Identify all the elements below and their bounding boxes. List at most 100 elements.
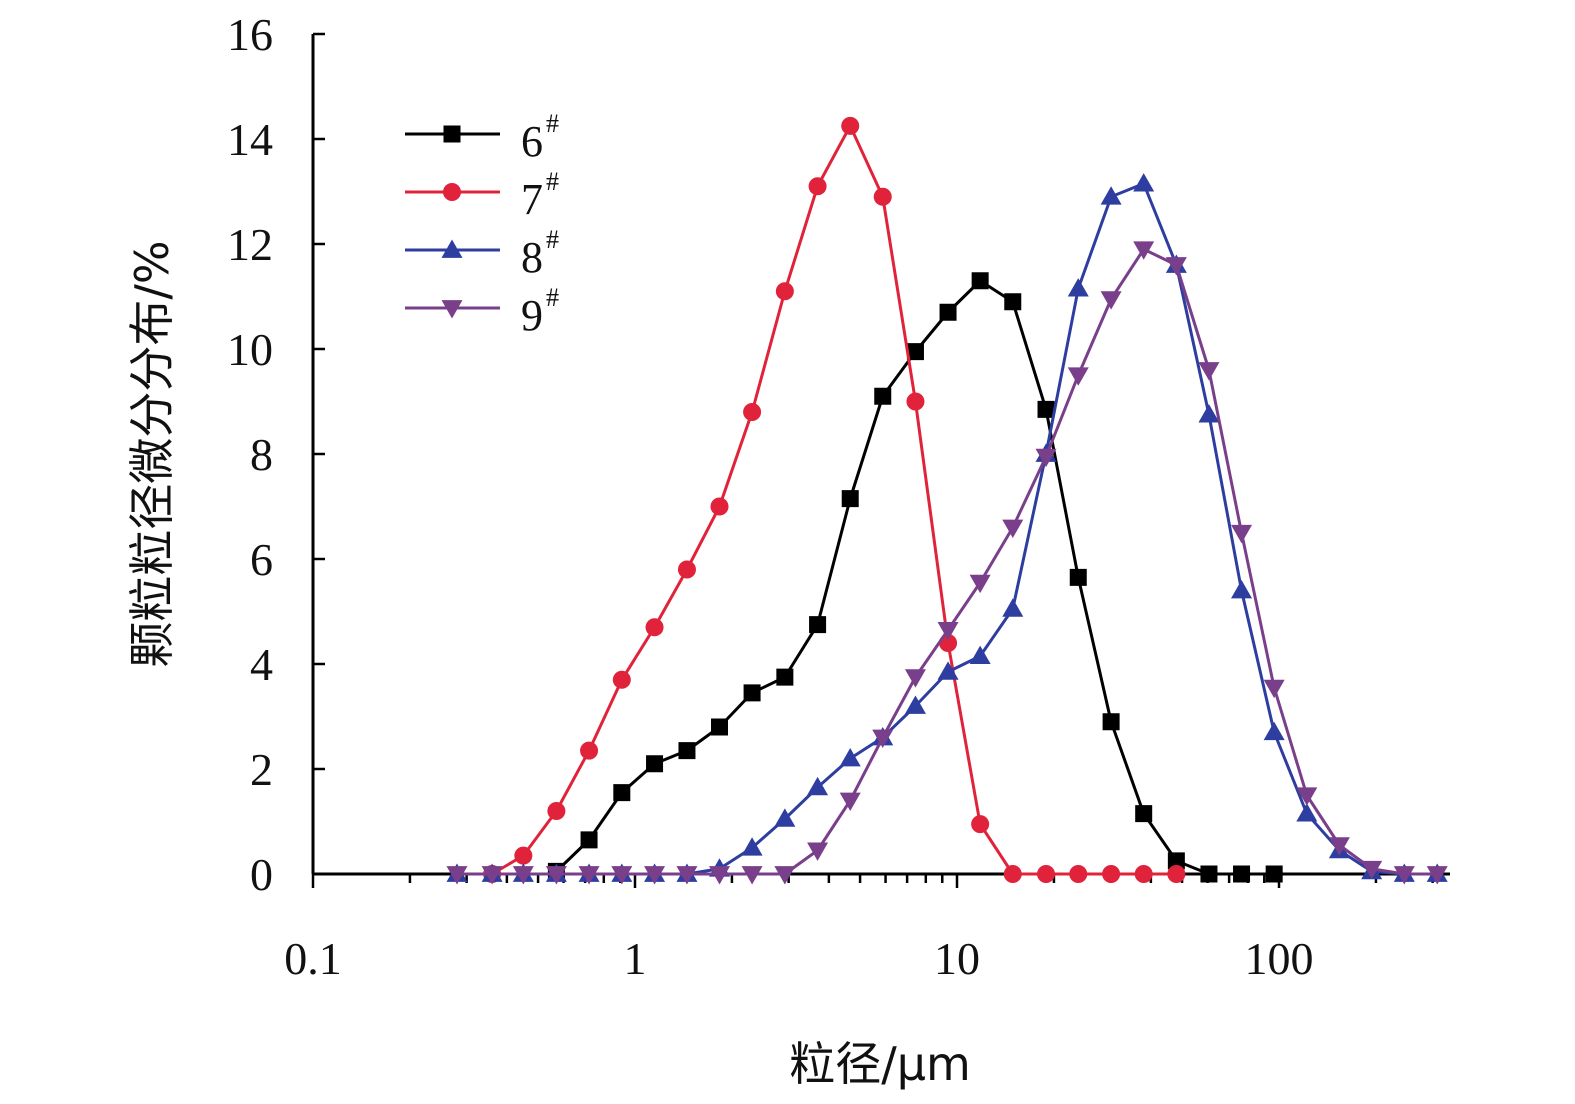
series-9-point bbox=[774, 866, 796, 885]
series-8-point bbox=[1067, 278, 1089, 297]
series-9-point bbox=[839, 792, 861, 811]
y-tick-label: 0 bbox=[250, 849, 273, 900]
series-6-point bbox=[646, 755, 664, 773]
series-8-point bbox=[839, 748, 861, 767]
series-9-point bbox=[872, 729, 894, 748]
legend-label: 7 bbox=[521, 175, 543, 224]
series-7-point bbox=[612, 670, 631, 689]
series-6-point bbox=[678, 742, 696, 760]
series-6-point bbox=[711, 718, 729, 736]
series-7-point bbox=[1003, 865, 1022, 883]
series-6-point bbox=[1233, 865, 1251, 883]
x-tick-label: 0.1 bbox=[284, 933, 342, 984]
series-9-point bbox=[741, 866, 763, 885]
series-6-point bbox=[971, 272, 989, 290]
series-7-point bbox=[841, 116, 860, 135]
series-9-point bbox=[709, 866, 731, 885]
legend-marker bbox=[443, 125, 461, 143]
series-8-point bbox=[1296, 803, 1318, 822]
series-9-point bbox=[1296, 787, 1318, 806]
series-6-line bbox=[555, 279, 1275, 876]
series-6-point bbox=[1069, 568, 1087, 586]
series-9-point bbox=[676, 866, 698, 885]
y-tick-label: 6 bbox=[250, 534, 273, 585]
series-7-point bbox=[873, 187, 892, 206]
series-8-point bbox=[774, 808, 796, 827]
series-6-point bbox=[906, 343, 924, 361]
legend-label: 9 bbox=[521, 291, 543, 340]
y-tick-label: 4 bbox=[250, 639, 273, 690]
x-tick-label: 10 bbox=[934, 933, 980, 984]
legend-item-9: 9 # bbox=[405, 283, 559, 340]
series-9-point bbox=[1328, 837, 1350, 856]
legend-marker bbox=[443, 183, 461, 201]
series-6-point bbox=[743, 684, 761, 702]
series-7-point bbox=[1167, 865, 1186, 883]
series-6-point bbox=[1135, 805, 1153, 823]
series-9-point bbox=[807, 842, 829, 861]
series-9-point bbox=[1231, 524, 1253, 544]
series-6-point bbox=[874, 387, 892, 405]
series-6-point bbox=[1004, 293, 1022, 311]
series-6-point bbox=[841, 490, 859, 508]
series-9-point bbox=[1165, 257, 1187, 276]
series-6 bbox=[547, 272, 1283, 883]
y-tick-label: 12 bbox=[227, 219, 273, 270]
legend-label-sup: # bbox=[546, 109, 559, 138]
series-9-point bbox=[1067, 367, 1089, 386]
series-6-point bbox=[776, 668, 794, 686]
series-9-point bbox=[1263, 679, 1285, 699]
series-8 bbox=[446, 173, 1448, 882]
series-9-point bbox=[1361, 860, 1383, 880]
series-8-point bbox=[1198, 404, 1220, 423]
series-9-line bbox=[456, 247, 1438, 876]
series-7-point bbox=[971, 815, 990, 834]
series-7-point bbox=[906, 392, 925, 411]
series-7-point bbox=[580, 741, 599, 760]
series-8-point bbox=[904, 695, 926, 714]
legend-label-sup: # bbox=[546, 167, 559, 196]
series-8-point bbox=[1100, 186, 1122, 205]
x-tick-label: 100 bbox=[1245, 933, 1314, 984]
series-6-point bbox=[1265, 865, 1283, 883]
series-layer bbox=[446, 116, 1448, 885]
series-6-point bbox=[809, 616, 827, 634]
series-7-point bbox=[677, 560, 696, 579]
legend-marker bbox=[441, 300, 463, 319]
series-9-point bbox=[1100, 291, 1122, 310]
series-7 bbox=[483, 116, 1186, 883]
series-8-point bbox=[969, 645, 991, 664]
series-8-point bbox=[1002, 598, 1024, 617]
series-7-point bbox=[645, 618, 664, 637]
series-9-point bbox=[512, 866, 534, 885]
series-6-point bbox=[1037, 400, 1055, 418]
series-9 bbox=[446, 241, 1448, 885]
series-8-point bbox=[1231, 580, 1253, 599]
legend-item-8: 8 # bbox=[405, 225, 559, 282]
series-9-point bbox=[611, 866, 633, 885]
y-tick-label: 16 bbox=[227, 9, 273, 60]
series-6-point bbox=[580, 831, 598, 849]
legend-label-sup: # bbox=[546, 283, 559, 312]
series-7-point bbox=[808, 177, 827, 196]
series-7-point bbox=[710, 497, 729, 516]
series-7-point bbox=[1037, 865, 1056, 883]
series-7-line bbox=[491, 124, 1177, 876]
series-9-point bbox=[1393, 866, 1415, 885]
series-6-point bbox=[1167, 852, 1185, 870]
series-6-point bbox=[1200, 865, 1218, 883]
y-axis-ticks: 0 2 4 6 8 10 12 14 16 bbox=[227, 9, 325, 900]
series-9-point bbox=[1133, 241, 1155, 260]
series-9-point bbox=[578, 866, 600, 885]
series-7-point bbox=[1134, 865, 1153, 883]
legend-label: 6 bbox=[521, 117, 543, 166]
legend-label: 8 bbox=[521, 233, 543, 282]
legend-item-7: 7 # bbox=[405, 167, 559, 224]
series-9-point bbox=[904, 669, 926, 688]
series-8-point bbox=[807, 776, 829, 796]
x-axis-title: 粒径/μm bbox=[789, 1037, 971, 1091]
series-7-point bbox=[514, 846, 533, 865]
series-9-point bbox=[1198, 362, 1220, 381]
series-9-point bbox=[1426, 866, 1448, 885]
